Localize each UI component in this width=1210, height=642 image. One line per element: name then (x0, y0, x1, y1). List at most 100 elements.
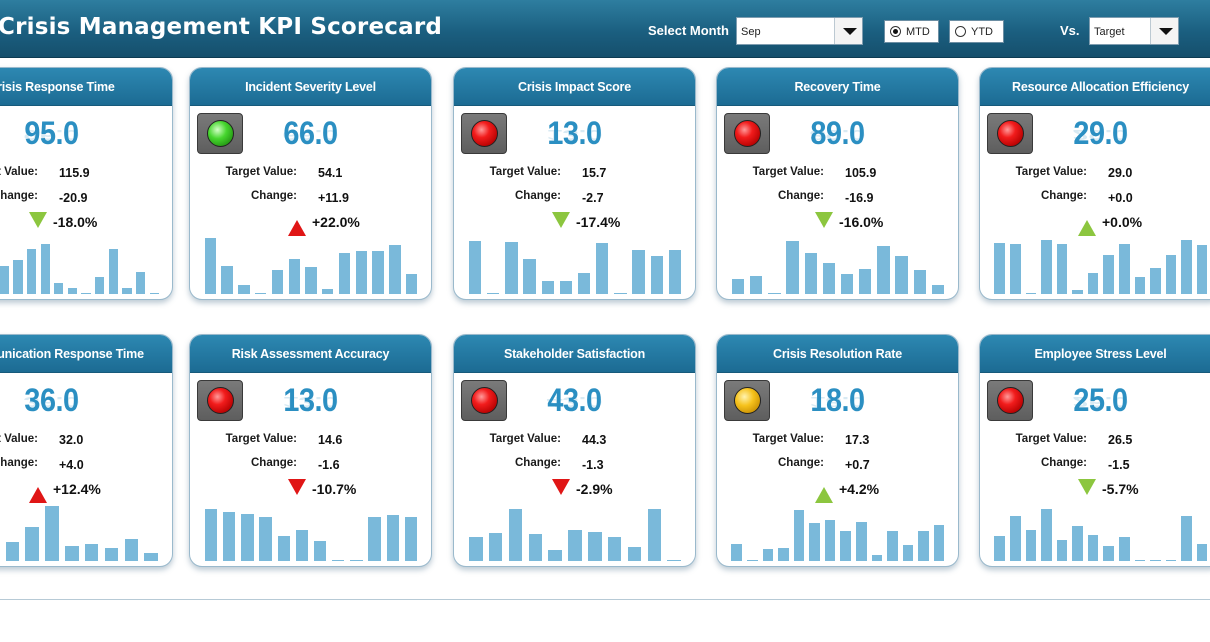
spark-bar (871, 554, 883, 561)
target-value: 29.0 (1108, 166, 1133, 180)
vs-label: Vs. (1060, 23, 1080, 38)
spark-bar (1150, 268, 1161, 294)
spark-bar (338, 253, 351, 294)
spark-bar (305, 266, 317, 294)
spark-bar (747, 560, 758, 561)
spark-bar (568, 529, 582, 561)
spark-bar (372, 250, 384, 294)
kpi-value-reflection: 36.0 (23, 393, 80, 410)
card-title: Communication Response Time (0, 347, 144, 361)
change-percent: -18.0% (53, 214, 98, 230)
spark-bar (241, 513, 254, 561)
triangle-up-icon (1078, 220, 1096, 236)
card-header: Crisis Resolution Rate (717, 335, 958, 373)
spark-bar (238, 284, 250, 294)
status-bulb-icon (734, 120, 761, 147)
ytd-label: YTD (971, 26, 993, 38)
kpi-value: 13.0 (547, 115, 602, 151)
spark-bar (1072, 525, 1083, 561)
kpi-card: Employee Stress Level 25.0 25.0 Target V… (979, 334, 1210, 567)
change-percent: +0.0% (1102, 214, 1143, 230)
spark-bar (647, 509, 661, 561)
status-light-icon (197, 380, 243, 421)
triangle-down-icon (552, 212, 570, 228)
spark-bar (67, 288, 78, 294)
target-value: 44.3 (582, 433, 607, 447)
spark-bar (81, 293, 91, 294)
mtd-radio[interactable]: MTD (884, 20, 939, 43)
spark-bar (223, 511, 236, 561)
target-label: Target Value: (752, 166, 824, 178)
target-value: 14.6 (318, 433, 343, 447)
spark-bar (1119, 244, 1130, 294)
change-label: Change: (1041, 190, 1087, 202)
sparkline-bars (729, 238, 947, 294)
kpi-value-reflection: 89.0 (809, 126, 866, 143)
kpi-card: Crisis Resolution Rate 18.0 18.0 Target … (716, 334, 959, 567)
spark-bar (588, 531, 602, 561)
spark-bar (548, 549, 562, 561)
target-value: 32.0 (59, 433, 84, 447)
spark-bar (95, 277, 105, 294)
spark-bar (1181, 516, 1192, 561)
spark-bar (313, 540, 327, 561)
spark-bar (45, 506, 59, 561)
spark-bar (1165, 560, 1177, 561)
target-label: Target Value: (1015, 433, 1087, 445)
triangle-down-icon (1078, 479, 1096, 495)
change-label: Change: (1041, 457, 1087, 469)
target-label: Target Value: (1015, 166, 1087, 178)
spark-bar (350, 560, 363, 561)
status-bulb-icon (207, 387, 234, 414)
spark-bar (731, 543, 743, 561)
kpi-value: 89.0 (810, 115, 865, 151)
change-percent: -2.9% (576, 481, 613, 497)
sparkline-bars (0, 238, 161, 294)
card-title: Risk Assessment Accuracy (231, 347, 390, 361)
change-label: Change: (251, 457, 297, 469)
spark-bar (468, 240, 482, 294)
card-title: Stakeholder Satisfaction (503, 347, 646, 361)
spark-bar (404, 517, 418, 561)
sparkline-bars (729, 505, 947, 561)
vs-dropdown[interactable]: Target (1089, 17, 1179, 45)
target-label: Target Value: (752, 433, 824, 445)
chevron-down-icon[interactable] (834, 18, 862, 44)
spark-bar (84, 544, 99, 561)
status-bulb-icon (471, 120, 498, 147)
change-percent: +22.0% (312, 214, 360, 230)
status-bulb-icon (734, 387, 761, 414)
triangle-up-icon (29, 487, 47, 503)
kpi-card: Crisis Response Time 95.0 95.0 Target Va… (0, 67, 173, 300)
status-light-icon (461, 380, 507, 421)
card-title: Crisis Resolution Rate (773, 347, 902, 361)
month-dropdown[interactable]: Sep (736, 17, 863, 45)
spark-bar (762, 548, 774, 561)
kpi-value-reflection: 29.0 (1072, 126, 1129, 143)
change-percent: -16.0% (839, 214, 884, 230)
spark-bar (559, 280, 573, 294)
radio-selected-icon (890, 26, 901, 37)
spark-bar (804, 253, 817, 294)
chevron-down-icon[interactable] (1150, 18, 1178, 44)
spark-bar (528, 534, 543, 561)
change-percent: -5.7% (1102, 481, 1139, 497)
spark-bar (596, 243, 609, 294)
change-label: Change: (778, 457, 824, 469)
change-label: Change: (251, 190, 297, 202)
spark-bar (1041, 508, 1052, 561)
spark-bar (1165, 255, 1177, 294)
change-value: -16.9 (845, 191, 874, 205)
spark-bar (902, 544, 914, 561)
kpi-value: 25.0 (1073, 382, 1128, 418)
kpi-card: Recovery Time 89.0 89.0 Target Value: 10… (716, 67, 959, 300)
sparkline-bars (202, 505, 420, 561)
spark-bar (607, 537, 622, 561)
change-value: +0.7 (845, 458, 870, 472)
spark-bar (135, 271, 146, 294)
ytd-radio[interactable]: YTD (949, 20, 1004, 43)
spark-bar (1134, 560, 1146, 561)
sparkline-bars (992, 505, 1210, 561)
spark-bar (523, 259, 536, 294)
card-header: Risk Assessment Accuracy (190, 335, 431, 373)
